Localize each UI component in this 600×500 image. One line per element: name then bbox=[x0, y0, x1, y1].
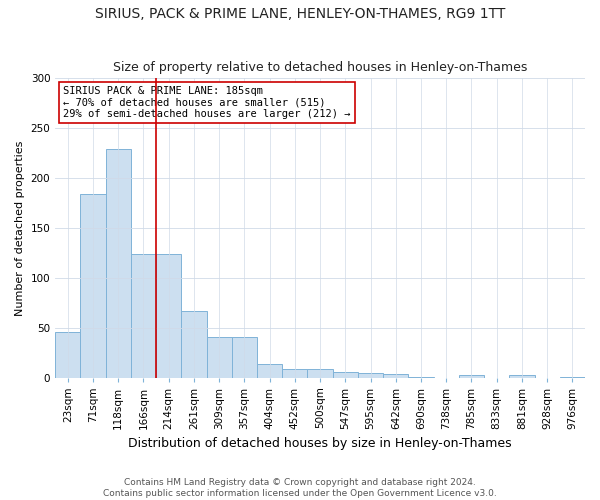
Bar bbox=[106, 149, 131, 378]
Bar bbox=[409, 376, 434, 378]
Bar bbox=[156, 254, 181, 378]
Bar bbox=[509, 374, 535, 378]
X-axis label: Distribution of detached houses by size in Henley-on-Thames: Distribution of detached houses by size … bbox=[128, 437, 512, 450]
Bar bbox=[131, 254, 156, 378]
Bar bbox=[232, 336, 257, 378]
Text: Contains HM Land Registry data © Crown copyright and database right 2024.
Contai: Contains HM Land Registry data © Crown c… bbox=[103, 478, 497, 498]
Bar bbox=[459, 374, 484, 378]
Bar bbox=[206, 336, 232, 378]
Bar bbox=[358, 372, 383, 378]
Text: SIRIUS PACK & PRIME LANE: 185sqm
← 70% of detached houses are smaller (515)
29% : SIRIUS PACK & PRIME LANE: 185sqm ← 70% o… bbox=[63, 86, 350, 119]
Bar bbox=[332, 372, 358, 378]
Bar bbox=[560, 376, 585, 378]
Bar bbox=[181, 310, 206, 378]
Bar bbox=[55, 332, 80, 378]
Bar bbox=[282, 368, 307, 378]
Title: Size of property relative to detached houses in Henley-on-Thames: Size of property relative to detached ho… bbox=[113, 62, 527, 74]
Bar bbox=[80, 194, 106, 378]
Bar bbox=[257, 364, 282, 378]
Bar bbox=[307, 368, 332, 378]
Bar bbox=[383, 374, 409, 378]
Y-axis label: Number of detached properties: Number of detached properties bbox=[15, 140, 25, 316]
Text: SIRIUS, PACK & PRIME LANE, HENLEY-ON-THAMES, RG9 1TT: SIRIUS, PACK & PRIME LANE, HENLEY-ON-THA… bbox=[95, 8, 505, 22]
